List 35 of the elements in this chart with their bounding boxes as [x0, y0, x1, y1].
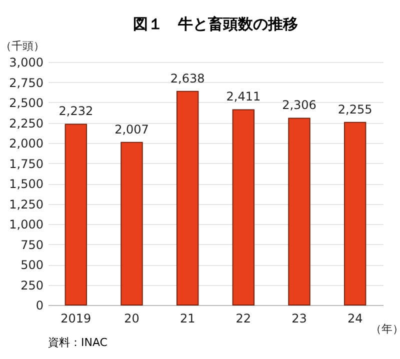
y-axis-title: （千頭）: [0, 40, 44, 52]
bar: [64, 124, 88, 306]
data-label: 2,638: [170, 71, 205, 86]
bar: [344, 122, 366, 306]
data-label: 2,411: [226, 90, 261, 104]
data-label: 2,232: [58, 104, 94, 118]
bar: [120, 142, 143, 306]
y-tick-label: 2,500: [9, 96, 44, 110]
y-tick-label: 1,250: [9, 197, 44, 212]
y-tick-label: 2,250: [9, 116, 44, 130]
x-tick-label: 20: [124, 312, 140, 326]
x-tick-label: 21: [180, 312, 196, 326]
data-label: 2,007: [114, 122, 149, 136]
y-tick-label: 1,750: [9, 156, 44, 171]
x-tick-label: 2019: [60, 312, 92, 326]
y-tick-label: 1,500: [9, 177, 44, 191]
bar: [288, 118, 310, 306]
text: 資料：INAC: [48, 336, 108, 349]
x-axis-title: （年）: [370, 322, 400, 336]
y-tick-label: 3,000: [9, 56, 44, 70]
y-tick-label: 250: [20, 278, 44, 292]
y-tick-label: 0: [36, 298, 44, 312]
y-tick-label: 1,000: [9, 218, 44, 232]
data-label: 2,306: [282, 98, 316, 112]
data-label: 2,255: [338, 102, 372, 116]
y-tick-label: 750: [20, 238, 44, 252]
bar: [176, 90, 199, 306]
chart-title: 図１ 牛と畜頭数の推移: [133, 15, 298, 33]
x-tick-label: 24: [347, 312, 363, 326]
y-tick-label: 500: [20, 258, 44, 272]
x-tick-label: 22: [236, 312, 252, 326]
x-tick-label: 23: [292, 312, 307, 326]
bar: [232, 109, 255, 306]
y-tick-label: 2,750: [9, 76, 44, 90]
y-tick-label: 2,000: [9, 136, 44, 150]
